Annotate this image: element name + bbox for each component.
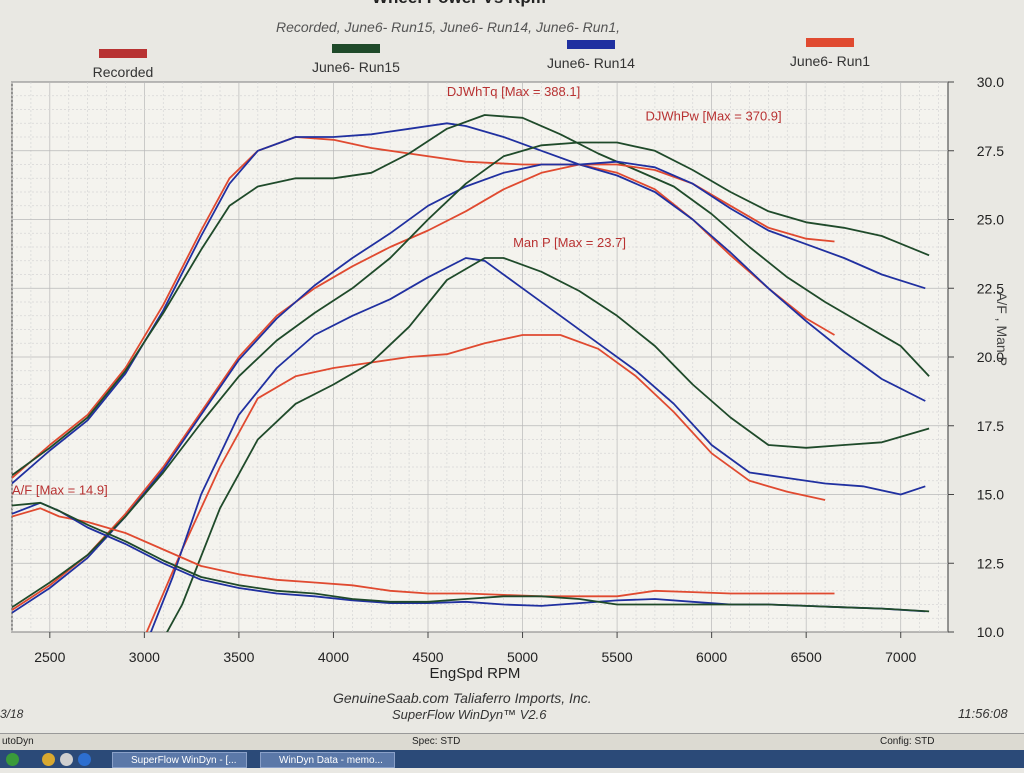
x-tick-label: 4500 bbox=[412, 649, 443, 665]
taskbar-memo-button[interactable]: WinDyn Data - memo... bbox=[260, 752, 395, 768]
legend-item-run15: June6- Run15 bbox=[300, 44, 412, 75]
taskbar-winDyn-button[interactable]: SuperFlow WinDyn - [... bbox=[112, 752, 247, 768]
series-line-djwhtq-june6-run15 bbox=[12, 114, 930, 477]
legend-swatch bbox=[806, 38, 854, 47]
footer-company: GenuineSaab.com Taliaferro Imports, Inc. bbox=[333, 690, 592, 706]
legend-label: June6- Run15 bbox=[312, 59, 400, 75]
series-line-manp-june6-run15 bbox=[166, 257, 930, 632]
chrome-icon[interactable] bbox=[42, 753, 55, 766]
y-tick-label: 25.0 bbox=[977, 212, 1004, 228]
series-line-a-f-june6-run1 bbox=[12, 507, 835, 598]
status-bar: utoDyn Spec: STD Config: STD bbox=[0, 733, 1024, 750]
y-tick-label: 30.0 bbox=[977, 74, 1004, 90]
date-text: 3/18 bbox=[0, 707, 24, 721]
status-app: utoDyn bbox=[2, 736, 34, 747]
legend-label: Recorded bbox=[92, 64, 154, 80]
y-tick-label: 10.0 bbox=[977, 624, 1004, 640]
taskbar: SuperFlow WinDyn - [... WinDyn Data - me… bbox=[0, 750, 1024, 768]
legend-swatch bbox=[99, 49, 147, 58]
x-tick-label: 3000 bbox=[129, 649, 160, 665]
y-tick-label: 17.5 bbox=[977, 418, 1004, 434]
series-line-djwhpw-june6-run14 bbox=[12, 160, 926, 614]
legend-item-recorded: Recorded bbox=[82, 49, 164, 80]
annotation-label: Man P [Max = 23.7] bbox=[513, 235, 626, 250]
series-line-manp-june6-run1 bbox=[145, 334, 826, 632]
x-tick-label: 3500 bbox=[223, 649, 254, 665]
annotation-label: A/F [Max = 14.9] bbox=[12, 483, 108, 498]
legend-swatch bbox=[567, 40, 615, 49]
status-spec: Spec: STD bbox=[412, 736, 461, 747]
y-axis-right-label: A/F , Man P bbox=[994, 292, 1010, 366]
chart-subtitle: Recorded, June6- Run15, June6- Run14, Ju… bbox=[276, 19, 620, 35]
x-tick-label: 5000 bbox=[507, 649, 538, 665]
x-axis-label: EngSpd RPM bbox=[430, 665, 521, 682]
annotation-label: DJWhPw [Max = 370.9] bbox=[645, 109, 781, 124]
x-tick-label: 6500 bbox=[791, 649, 822, 665]
legend-swatch bbox=[332, 44, 380, 53]
start-icon[interactable] bbox=[6, 753, 19, 766]
chart-title: Wheel Power Vs Rpm bbox=[372, 0, 546, 8]
y-tick-label: 12.5 bbox=[977, 555, 1004, 571]
series-line-a-f-june6-run15 bbox=[12, 501, 930, 613]
ie-icon[interactable] bbox=[78, 753, 91, 766]
annotation-label: DJWhTq [Max = 388.1] bbox=[447, 84, 580, 99]
y-tick-label: 15.0 bbox=[977, 487, 1004, 503]
y-tick-label: 22.5 bbox=[977, 280, 1004, 296]
x-tick-label: 2500 bbox=[34, 649, 65, 665]
series-line-djwhtq-june6-run1 bbox=[12, 136, 835, 479]
series-line-manp-june6-run14 bbox=[149, 257, 926, 632]
footer-software: SuperFlow WinDyn™ V2.6 bbox=[392, 707, 547, 722]
y-tick-label: 27.5 bbox=[977, 143, 1004, 159]
x-tick-label: 7000 bbox=[885, 649, 916, 665]
x-tick-label: 6000 bbox=[696, 649, 727, 665]
y-tick-label: 20.0 bbox=[977, 349, 1004, 365]
x-tick-label: 5500 bbox=[602, 649, 633, 665]
legend-label: June6- Run1 bbox=[789, 53, 871, 69]
app-icon[interactable] bbox=[60, 753, 73, 766]
series-line-djwhpw-june6-run15 bbox=[12, 141, 930, 609]
x-tick-label: 4000 bbox=[318, 649, 349, 665]
status-config: Config: STD bbox=[880, 736, 935, 747]
time-text: 11:56:08 bbox=[958, 706, 1008, 721]
legend-item-run1: June6- Run1 bbox=[775, 38, 885, 69]
legend-label: June6- Run14 bbox=[547, 55, 635, 71]
legend-item-run14: June6- Run14 bbox=[535, 40, 647, 71]
